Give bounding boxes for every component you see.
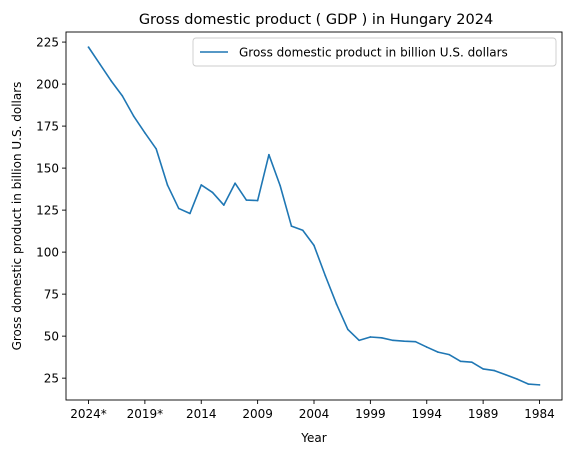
y-tick-label: 225 — [36, 35, 59, 49]
data-point — [245, 199, 248, 201]
data-point — [98, 63, 101, 65]
x-tick-label: 2004 — [299, 407, 330, 421]
y-tick-label: 200 — [36, 77, 59, 91]
data-point — [279, 184, 281, 187]
data-point — [189, 212, 191, 215]
y-tick-label: 125 — [36, 203, 59, 217]
legend-label: Gross domestic product in billion U.S. d… — [239, 46, 508, 60]
legend-box — [192, 37, 557, 67]
data-point — [482, 368, 484, 370]
x-axis-label: Year — [300, 431, 326, 445]
x-tick-label: 1999 — [355, 407, 386, 421]
y-tick-label: 75 — [44, 287, 59, 301]
data-point — [211, 191, 214, 194]
data-point — [403, 340, 406, 342]
data-point — [459, 360, 462, 363]
data-point — [414, 340, 417, 343]
x-tick-label: 1984 — [524, 407, 555, 421]
plot-frame — [65, 31, 563, 401]
data-point — [380, 337, 383, 339]
data-point — [301, 229, 304, 232]
data-point — [335, 303, 338, 306]
data-point — [527, 383, 530, 385]
y-tick-label: 25 — [44, 371, 59, 385]
x-tick-label: 2009 — [242, 407, 273, 421]
data-point — [166, 184, 169, 186]
data-point — [504, 373, 507, 376]
y-tick-label: 150 — [36, 161, 59, 175]
data-point — [369, 336, 372, 338]
data-point — [290, 225, 293, 227]
data-point — [256, 199, 259, 202]
data-point — [493, 369, 496, 372]
data-point — [313, 244, 315, 247]
data-point — [448, 353, 451, 356]
y-tick-label: 100 — [36, 245, 59, 259]
data-point — [121, 95, 124, 97]
data-point — [516, 378, 518, 380]
data-point — [324, 274, 327, 277]
y-tick-label: 175 — [36, 119, 59, 133]
data-point — [177, 207, 180, 210]
data-point — [132, 115, 135, 117]
data-point — [538, 384, 541, 386]
y-tick-label: 50 — [44, 329, 59, 343]
data-point — [347, 328, 349, 331]
plot-area: 2024* 2019* 2014 2009 2004 1999 1994 1989 1984 2… — [36, 31, 563, 421]
y-axis: 25 50 75 100 125 150 175 200 225 — [36, 35, 66, 385]
data-point — [223, 204, 225, 206]
x-axis: 2024* 2019* 2014 2009 2004 1999 1994 1989 1984 — [70, 400, 555, 421]
x-tick-label: 2024* — [70, 407, 107, 421]
legend: Gross domestic product in billion U.S. d… — [192, 37, 557, 67]
data-point — [144, 132, 146, 134]
data-point — [471, 361, 473, 363]
data-point — [110, 79, 112, 82]
y-axis-label: Gross domestic product in billion U.S. d… — [10, 82, 24, 351]
data-point — [437, 351, 439, 353]
data-point — [358, 339, 360, 342]
data-point — [425, 346, 428, 348]
x-tick-label: 2014 — [186, 407, 217, 421]
data-point — [200, 184, 203, 186]
gdp-series-line — [87, 46, 541, 386]
x-tick-label: 2019* — [127, 407, 164, 421]
data-point — [87, 46, 90, 48]
data-point — [155, 147, 157, 150]
data-point — [268, 153, 270, 156]
data-point — [392, 339, 394, 342]
x-tick-label: 1994 — [411, 407, 442, 421]
data-point — [234, 182, 236, 185]
x-tick-label: 1989 — [468, 407, 499, 421]
chart-title: Gross domestic product ( GDP ) in Hungar… — [139, 12, 493, 28]
